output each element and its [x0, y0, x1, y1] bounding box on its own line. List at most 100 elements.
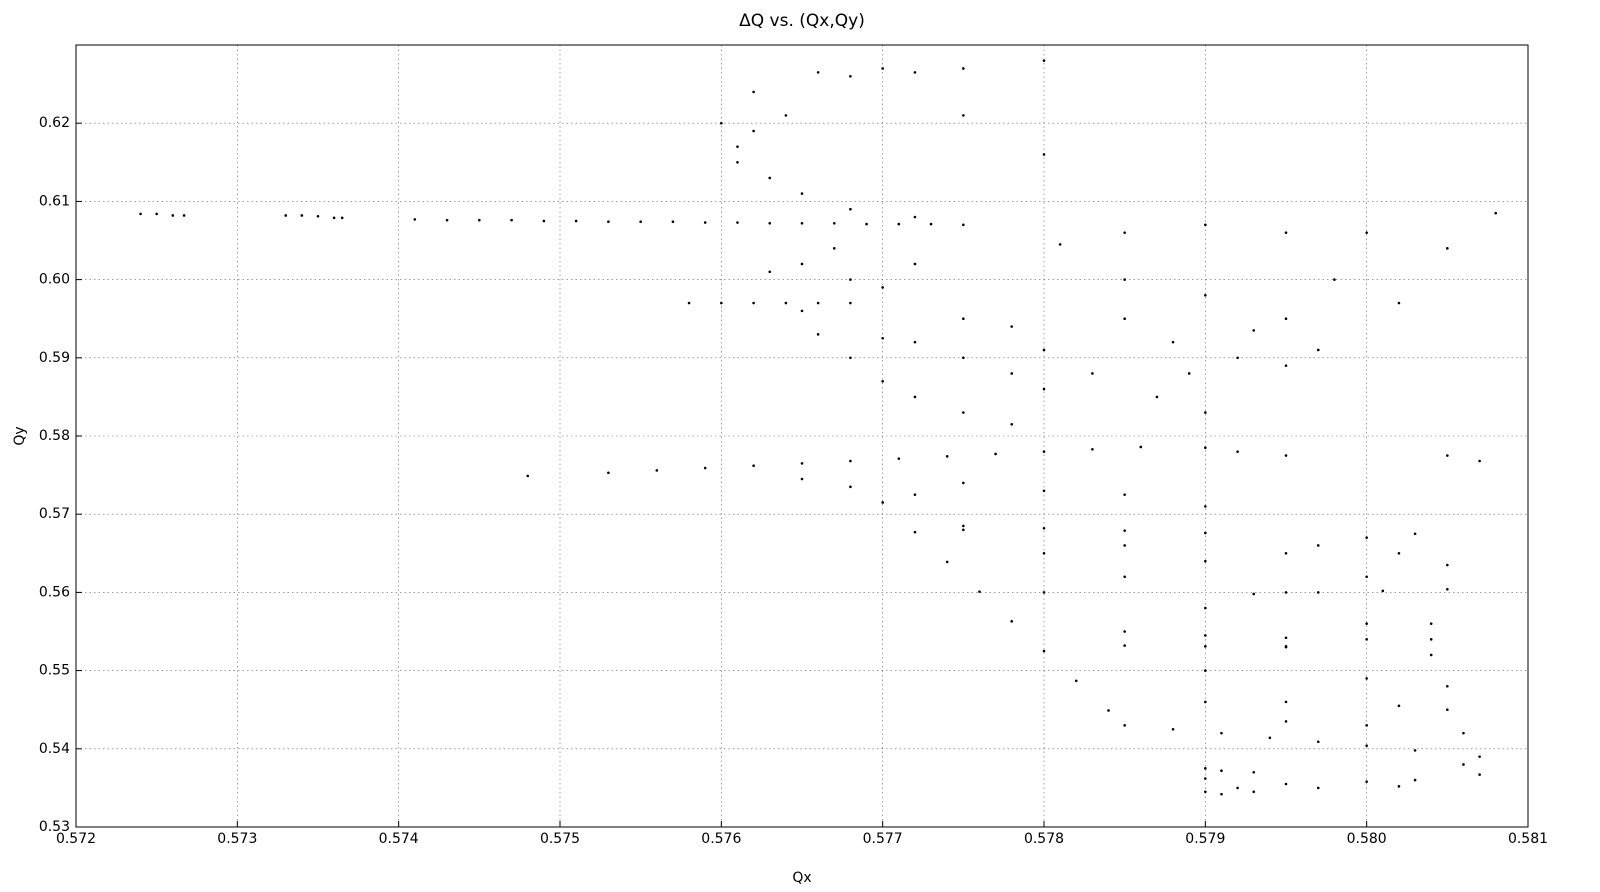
point: [1252, 770, 1256, 774]
point: [1123, 278, 1126, 281]
point: [1284, 552, 1288, 555]
point: [1365, 575, 1368, 579]
point: [962, 317, 965, 321]
point: [510, 218, 513, 222]
point: [913, 262, 917, 266]
point: [768, 176, 772, 180]
point: [1204, 446, 1207, 450]
point: [1446, 708, 1449, 711]
point: [607, 471, 610, 475]
point: [1284, 317, 1288, 321]
point: [1365, 677, 1368, 680]
point: [1204, 223, 1207, 227]
point: [1397, 552, 1401, 555]
point: [736, 221, 739, 224]
point: [1123, 317, 1126, 321]
point: [703, 221, 707, 224]
x-tick-label: 0.575: [540, 831, 580, 847]
point: [1058, 243, 1062, 246]
point: [1365, 724, 1368, 727]
chart-title: ΔQ vs. (Qx,Qy): [739, 11, 865, 31]
point: [945, 455, 949, 458]
point: [913, 340, 917, 344]
point: [881, 286, 884, 289]
point: [1284, 591, 1288, 594]
point: [1204, 700, 1207, 704]
point: [1091, 372, 1094, 375]
point: [1316, 591, 1320, 594]
point: [1446, 454, 1449, 457]
point: [1187, 372, 1191, 375]
point: [607, 220, 610, 224]
point: [1204, 767, 1207, 770]
point: [913, 215, 917, 219]
point: [1268, 736, 1272, 740]
y-tick-label: 0.54: [39, 741, 70, 757]
point: [1204, 531, 1207, 535]
point: [897, 457, 901, 460]
x-tick-label: 0.576: [701, 831, 741, 847]
x-tick-label: 0.579: [1185, 831, 1225, 847]
point: [881, 379, 884, 383]
point: [1074, 679, 1078, 683]
x-tick-label: 0.573: [217, 831, 257, 847]
point: [1446, 684, 1449, 688]
point: [1397, 785, 1401, 788]
point: [832, 221, 836, 225]
point: [962, 524, 965, 528]
point: [945, 560, 949, 564]
point: [1123, 231, 1126, 234]
point: [1365, 231, 1368, 234]
point: [1204, 634, 1207, 637]
point: [752, 90, 755, 94]
point: [139, 212, 142, 216]
point: [526, 474, 530, 478]
point: [1446, 563, 1449, 567]
point: [1204, 645, 1207, 648]
point: [1494, 211, 1498, 215]
point: [962, 356, 965, 360]
point: [445, 218, 449, 222]
point: [542, 219, 546, 223]
x-axis-label: Qx: [792, 870, 811, 886]
point: [1462, 763, 1465, 766]
point: [849, 207, 852, 211]
point: [1252, 329, 1256, 332]
point: [1042, 387, 1046, 391]
point: [768, 270, 772, 274]
point: [1139, 445, 1143, 449]
point: [720, 301, 723, 305]
point: [962, 67, 965, 70]
point: [1042, 348, 1046, 352]
y-tick-label: 0.58: [39, 428, 70, 444]
point: [881, 501, 884, 504]
point: [182, 214, 186, 217]
point: [1365, 638, 1368, 641]
point: [1171, 727, 1175, 731]
point: [1204, 777, 1207, 780]
point: [1042, 552, 1046, 555]
point: [913, 530, 917, 534]
point: [849, 485, 852, 489]
point: [849, 74, 852, 78]
point: [1204, 293, 1207, 297]
point: [1429, 638, 1433, 641]
point: [1429, 622, 1433, 625]
point: [478, 218, 481, 222]
point: [1123, 575, 1126, 579]
point: [1042, 526, 1046, 530]
y-tick-label: 0.55: [39, 663, 70, 679]
point: [736, 161, 739, 164]
point: [1316, 348, 1320, 352]
point: [1236, 786, 1239, 790]
point: [800, 192, 804, 195]
point: [962, 411, 965, 414]
point: [1478, 755, 1481, 758]
point: [816, 333, 820, 336]
point: [849, 278, 852, 281]
point: [1333, 278, 1336, 281]
point: [1220, 731, 1223, 735]
point: [1365, 780, 1368, 783]
point: [962, 114, 965, 117]
